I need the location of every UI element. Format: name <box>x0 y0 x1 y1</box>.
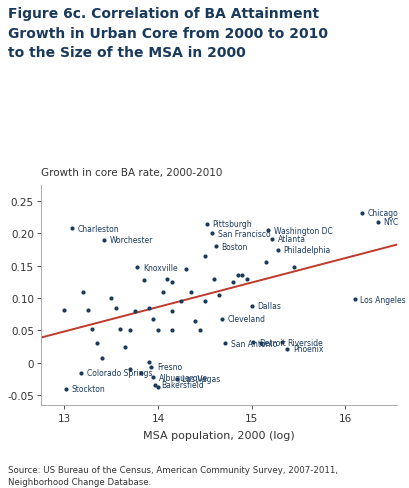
Point <box>213 243 219 251</box>
Text: Colorado Springs: Colorado Springs <box>87 368 152 377</box>
Point <box>155 327 161 335</box>
Text: Bakersfield: Bakersfield <box>161 381 204 389</box>
Point <box>244 275 250 283</box>
Point <box>359 209 365 217</box>
Point <box>258 340 264 347</box>
Point <box>192 317 199 325</box>
Point <box>262 259 269 267</box>
Text: Boston: Boston <box>222 243 248 251</box>
Point <box>148 363 155 371</box>
Point <box>138 369 144 377</box>
Point <box>150 315 157 323</box>
Text: Albuquerque: Albuquerque <box>159 373 208 382</box>
Text: Fresno: Fresno <box>157 363 182 371</box>
Text: Source: US Bureau of the Census, American Community Survey, 2007-2011,
Neighborh: Source: US Bureau of the Census, America… <box>8 465 338 486</box>
X-axis label: MSA population, 2000 (log): MSA population, 2000 (log) <box>143 430 295 440</box>
Text: Las Vegas: Las Vegas <box>182 375 220 384</box>
Point <box>169 307 175 315</box>
Text: NYC: NYC <box>384 218 399 227</box>
Point <box>112 304 119 312</box>
Point <box>202 298 208 305</box>
Point <box>274 246 281 254</box>
Text: Pittsburgh: Pittsburgh <box>212 220 252 229</box>
Point <box>278 339 285 346</box>
Point <box>127 366 133 373</box>
Point <box>127 327 133 335</box>
Text: Detroit: Detroit <box>259 338 286 347</box>
Point <box>265 227 272 235</box>
Point <box>248 302 255 310</box>
Point <box>269 235 276 243</box>
Point <box>239 272 245 280</box>
Text: Riverside: Riverside <box>287 338 323 347</box>
Point <box>122 343 128 351</box>
Point <box>145 304 152 312</box>
Text: Figure 6c. Correlation of BA Attainment: Figure 6c. Correlation of BA Attainment <box>8 7 319 21</box>
Text: Charleston: Charleston <box>77 224 119 233</box>
Point <box>169 279 175 286</box>
Point <box>89 325 96 333</box>
Text: Washington DC: Washington DC <box>274 226 333 235</box>
Point <box>100 237 107 244</box>
Point <box>211 275 218 283</box>
Point <box>222 340 229 347</box>
Text: Dallas: Dallas <box>257 302 281 311</box>
Point <box>173 375 180 383</box>
Point <box>164 275 171 283</box>
Text: Philadelphia: Philadelphia <box>283 245 330 255</box>
Point <box>131 307 138 315</box>
Text: Phoenix: Phoenix <box>293 345 323 353</box>
Point <box>229 279 236 286</box>
Point <box>145 358 152 366</box>
Text: to the Size of the MSA in 2000: to the Size of the MSA in 2000 <box>8 46 246 61</box>
Point <box>183 265 189 273</box>
Point <box>169 327 175 335</box>
Text: San Francisco: San Francisco <box>218 229 270 238</box>
Text: Growth in core BA rate, 2000-2010: Growth in core BA rate, 2000-2010 <box>41 168 222 178</box>
Point <box>84 306 91 314</box>
Text: Atlanta: Atlanta <box>278 235 306 244</box>
Point <box>117 325 124 333</box>
Point <box>108 295 115 303</box>
Point <box>94 340 100 347</box>
Point <box>152 381 158 389</box>
Text: San Antonio: San Antonio <box>231 339 277 348</box>
Point <box>178 298 184 305</box>
Point <box>218 315 225 323</box>
Point <box>250 339 257 346</box>
Point <box>197 327 203 335</box>
Point <box>202 253 208 261</box>
Point <box>61 306 67 314</box>
Text: Worchester: Worchester <box>109 236 153 245</box>
Point <box>80 288 86 296</box>
Text: Chicago: Chicago <box>368 209 398 218</box>
Point <box>63 385 70 393</box>
Text: Los Angeles: Los Angeles <box>360 295 406 304</box>
Point <box>234 272 241 280</box>
Point <box>78 369 84 377</box>
Point <box>209 230 216 238</box>
Point <box>375 218 381 226</box>
Point <box>290 264 297 271</box>
Point <box>134 264 141 271</box>
Point <box>69 225 75 233</box>
Point <box>155 384 161 391</box>
Point <box>160 288 166 296</box>
Point <box>203 220 210 228</box>
Text: Knoxville: Knoxville <box>143 263 178 272</box>
Point <box>284 345 290 353</box>
Point <box>99 354 105 362</box>
Point <box>141 277 147 285</box>
Text: Cleveland: Cleveland <box>227 315 265 324</box>
Point <box>351 296 358 304</box>
Text: Stockton: Stockton <box>72 385 106 393</box>
Text: Growth in Urban Core from 2000 to 2010: Growth in Urban Core from 2000 to 2010 <box>8 27 328 41</box>
Point <box>187 288 194 296</box>
Point <box>150 373 157 381</box>
Point <box>216 291 222 299</box>
